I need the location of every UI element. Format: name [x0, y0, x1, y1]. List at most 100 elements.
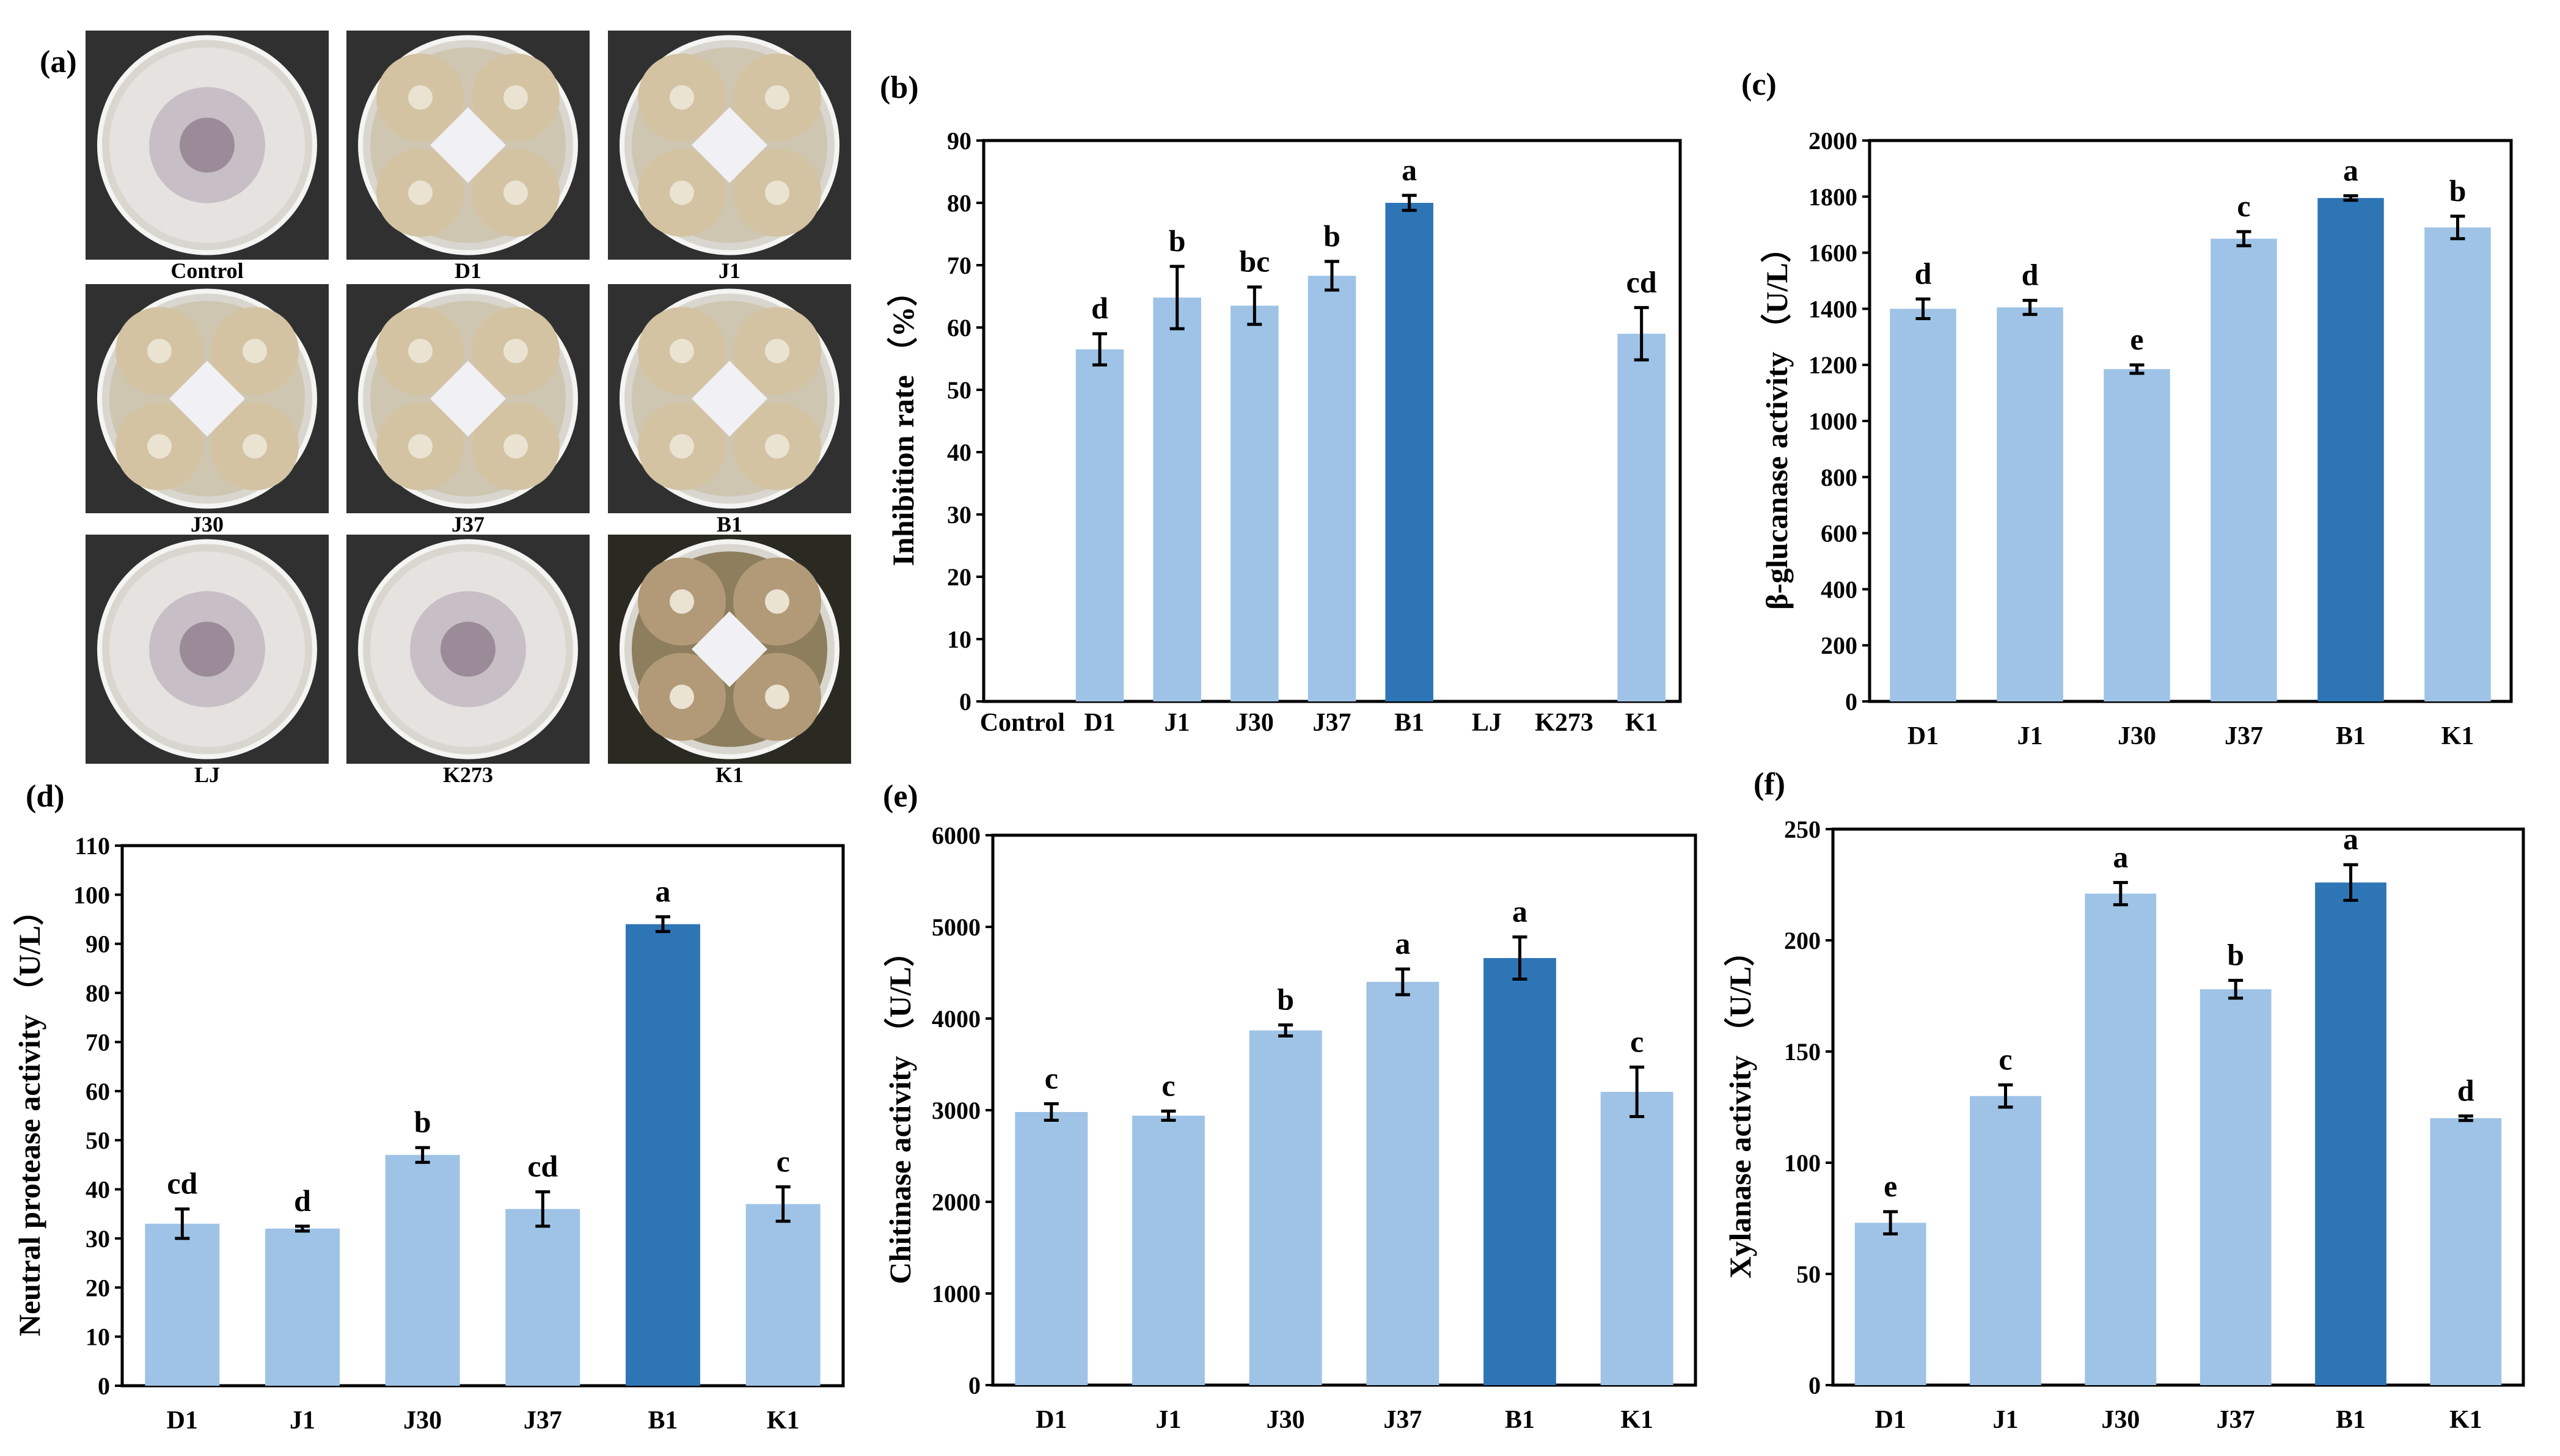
- significance-label: cd: [167, 1166, 197, 1201]
- significance-label: b: [414, 1105, 431, 1139]
- x-tick-label: B1: [1505, 1406, 1535, 1434]
- bar-k1: [2424, 227, 2491, 701]
- x-tick-label: J1: [1156, 1406, 1182, 1434]
- x-tick-label: D1: [167, 1407, 198, 1435]
- x-tick-label: J37: [2217, 1406, 2255, 1434]
- y-tick-label: 250: [1784, 816, 1821, 843]
- x-tick-label: J1: [2017, 722, 2043, 750]
- bar-j37: [2211, 238, 2277, 701]
- bar-b1: [2315, 882, 2386, 1385]
- error-bar-d1: [1883, 1210, 1898, 1235]
- error-bar-j1: [1161, 1110, 1176, 1122]
- plot-frame-d: [120, 844, 845, 1388]
- significance-label: c: [777, 1144, 790, 1179]
- y-tick-label: 90: [947, 127, 971, 155]
- y-tick-label: 1000: [932, 1280, 981, 1308]
- error-bar-k1: [2458, 1114, 2473, 1122]
- y-tick-label: 50: [86, 1127, 110, 1154]
- y-tick-label: 80: [947, 189, 971, 217]
- x-tick-label: K1: [1625, 709, 1658, 737]
- bar-j37: [1307, 276, 1356, 702]
- significance-label: a: [1402, 153, 1417, 187]
- y-tick-label: 5000: [932, 913, 981, 941]
- bar-j30: [2085, 893, 2157, 1385]
- significance-label: cd: [527, 1149, 558, 1183]
- bar-j30: [1249, 1030, 1322, 1385]
- y-tick-label: 80: [86, 979, 110, 1007]
- plate-label-j1: J1: [719, 258, 741, 283]
- x-tick-label: B1: [648, 1407, 678, 1435]
- x-tick-label: J37: [1313, 709, 1351, 737]
- error-bar-j37: [535, 1190, 550, 1228]
- plate-label-k273: K273: [443, 763, 493, 787]
- bar-j30: [2104, 369, 2170, 701]
- x-tick-label: J30: [2118, 722, 2156, 750]
- plot-frame-e: [991, 833, 1697, 1387]
- x-tick-label: J30: [403, 1407, 442, 1435]
- plate-label-k1: K1: [715, 763, 744, 787]
- x-tick-label: K1: [1620, 1406, 1653, 1434]
- bar-d1: [145, 1223, 220, 1386]
- error-bar-j1: [1169, 265, 1185, 331]
- plate-lj: [86, 535, 329, 764]
- y-tick-label: 0: [968, 1372, 981, 1399]
- y-tick-label: 90: [86, 931, 110, 958]
- y-tick-label: 60: [947, 314, 971, 342]
- x-tick-label: J1: [1993, 1406, 2019, 1434]
- y-tick-label: 6000: [932, 822, 981, 849]
- bar-j37: [505, 1209, 580, 1386]
- error-bar-j30: [415, 1146, 430, 1164]
- error-bar-j37: [2236, 230, 2251, 247]
- error-bar-k1: [1629, 1066, 1645, 1118]
- significance-label: b: [2227, 938, 2244, 972]
- chart-d: (d) 0 10 20 30 40 50 60 70 80 90 100 110 Neutral prot…: [12, 779, 845, 1435]
- y-axis-title-e: Chitinase activity （U/L）: [883, 936, 917, 1284]
- x-tick-label: Control: [980, 709, 1065, 737]
- y-tick-label: 1800: [1808, 183, 1857, 211]
- y-axis-title-b: Inhibition rate （%）: [886, 276, 920, 566]
- bar-k1: [1600, 1092, 1673, 1385]
- y-tick-label: 40: [947, 439, 971, 466]
- plate-label-d1: D1: [455, 258, 481, 283]
- bar-j1: [265, 1228, 340, 1386]
- y-axis-title-f: Xylanase activity （U/L）: [1723, 935, 1757, 1278]
- panel-a-label: (a): [40, 45, 77, 79]
- x-tick-label: D1: [1036, 1406, 1067, 1434]
- plate-label-j30: J30: [191, 512, 224, 536]
- y-tick-label: 30: [86, 1225, 110, 1253]
- significance-label: bc: [1239, 244, 1270, 279]
- significance-label: a: [1395, 926, 1410, 960]
- significance-label: c: [2237, 189, 2250, 223]
- error-bar-d1: [1044, 1102, 1059, 1122]
- y-tick-label: 70: [86, 1028, 110, 1056]
- significance-label: d: [1915, 256, 1932, 290]
- bar-b1: [1483, 958, 1556, 1385]
- significance-label: b: [1277, 982, 1294, 1017]
- x-tick-label: J37: [524, 1407, 562, 1435]
- significance-label: d: [2457, 1074, 2474, 1108]
- plate-j30: [86, 284, 329, 513]
- y-tick-label: 1000: [1808, 408, 1857, 435]
- x-tick-label: B1: [2336, 722, 2366, 750]
- y-axis-title-c: β-glucanase activity （U/L）: [1760, 232, 1794, 610]
- error-bar-j30: [2113, 880, 2128, 907]
- bar-charts: (b) 0 10 20 30 40 50 60 70 80 90 Inhibition rate （%…: [12, 67, 2525, 1435]
- error-bar-j1: [2022, 299, 2038, 316]
- y-tick-label: 20: [947, 563, 971, 591]
- plate-control: [86, 31, 329, 260]
- x-tick-label: J37: [1383, 1406, 1422, 1434]
- y-tick-label: 800: [1821, 464, 1857, 491]
- bar-k1: [745, 1204, 821, 1386]
- plate-b1: [608, 284, 851, 513]
- panel-label-b: (b): [880, 70, 919, 105]
- y-tick-label: 1600: [1808, 240, 1857, 267]
- y-tick-label: 1200: [1808, 351, 1857, 379]
- y-tick-label: 4000: [932, 1005, 981, 1033]
- y-tick-label: 600: [1821, 520, 1857, 547]
- bar-j30: [385, 1155, 460, 1386]
- significance-label: a: [656, 874, 671, 909]
- y-tick-label: 0: [98, 1372, 110, 1400]
- x-tick-label: K1: [2449, 1406, 2482, 1434]
- y-tick-label: 100: [73, 881, 110, 909]
